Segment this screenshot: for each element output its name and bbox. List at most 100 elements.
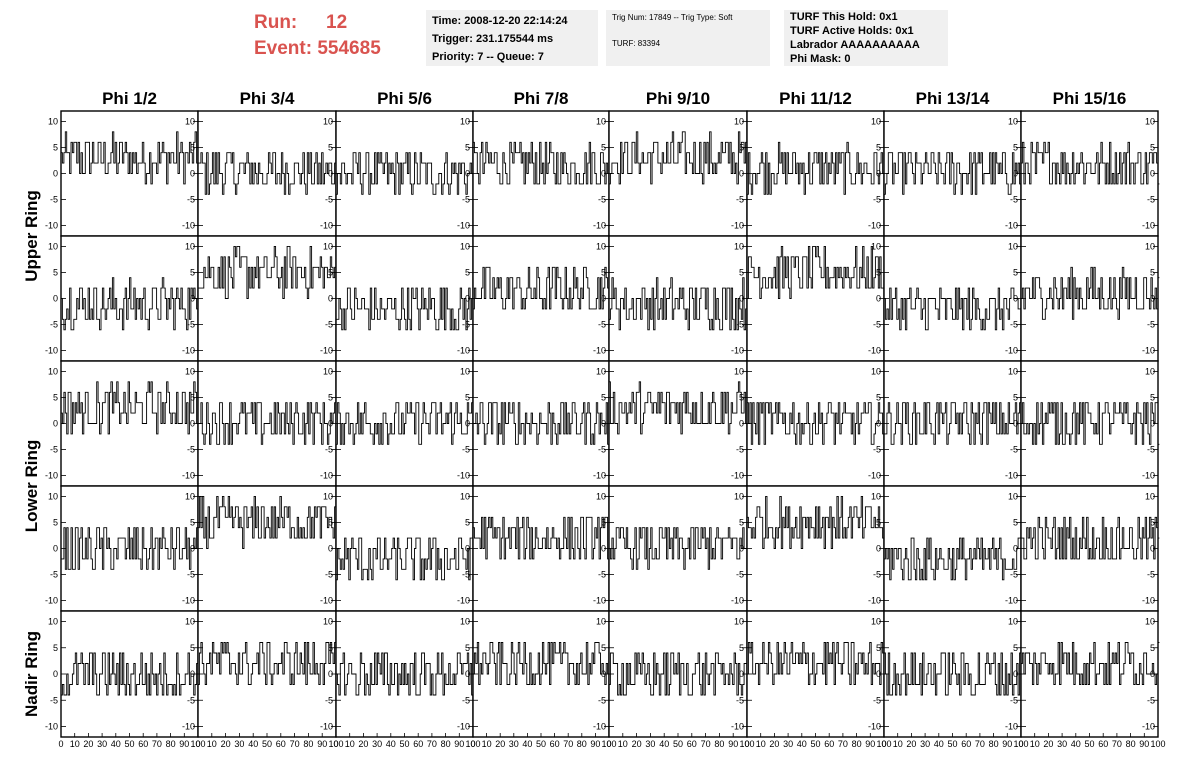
x-tick-label: 80 <box>166 739 176 749</box>
y-tick-label: 5 <box>1150 142 1155 152</box>
y-tick-label: -10 <box>320 471 333 481</box>
time-info-box: Time: 2008-12-20 22:14:24 Trigger: 231.1… <box>426 10 598 66</box>
y-tick-label: 10 <box>871 241 881 251</box>
panel-frame <box>197 485 337 612</box>
y-tick-label: 5 <box>601 643 606 653</box>
x-tick-label: 20 <box>83 739 93 749</box>
x-tick-label: 100 <box>876 739 891 749</box>
column-title: Phi 9/10 <box>646 89 710 108</box>
y-tick-label: -10 <box>320 346 333 356</box>
y-tick-label: 0 <box>876 294 881 304</box>
y-tick-label: -10 <box>320 221 333 231</box>
y-tick-label: 5 <box>190 392 195 402</box>
waveform-trace <box>61 652 200 696</box>
y-tick-label: -5 <box>50 320 58 330</box>
waveform-trace <box>198 495 338 549</box>
waveform-trace <box>473 141 611 185</box>
x-tick-label: 70 <box>975 739 985 749</box>
x-tick-label: 40 <box>111 739 121 749</box>
y-tick-label: -5 <box>1147 570 1155 580</box>
y-tick-label: -10 <box>457 221 470 231</box>
x-tick-label: 20 <box>495 739 505 749</box>
y-tick-label: -10 <box>182 722 195 732</box>
y-tick-label: -10 <box>182 471 195 481</box>
x-tick-label: 40 <box>934 739 944 749</box>
y-tick-label: 5 <box>1150 643 1155 653</box>
y-tick-label: 5 <box>465 267 470 277</box>
y-tick-label: 10 <box>1008 366 1018 376</box>
y-tick-label: -5 <box>462 445 470 455</box>
y-tick-label: 0 <box>53 294 58 304</box>
y-tick-label: 0 <box>465 669 470 679</box>
y-tick-label: -5 <box>598 445 606 455</box>
waveform-trace <box>1021 642 1160 685</box>
y-tick-label: 10 <box>323 617 333 627</box>
x-tick-label: 90 <box>179 739 189 749</box>
row-group-title: Upper Ring <box>22 190 41 282</box>
y-tick-label: 0 <box>1013 544 1018 554</box>
x-tick-label: 100 <box>328 739 343 749</box>
y-tick-label: -5 <box>1010 320 1018 330</box>
y-tick-label: -5 <box>325 445 333 455</box>
labrador-text: Labrador AAAAAAAAAA <box>790 39 920 51</box>
y-tick-label: 10 <box>48 366 58 376</box>
x-tick-label: 60 <box>138 739 148 749</box>
phi-mask-text: Phi Mask: 0 <box>790 53 851 65</box>
trig-info-box: Trig Num: 17849 -- Trig Type: Soft TURF:… <box>606 10 770 66</box>
waveform-trace <box>747 141 886 195</box>
y-tick-label: -5 <box>50 570 58 580</box>
y-tick-label: -10 <box>593 596 606 606</box>
y-tick-label: 0 <box>328 169 333 179</box>
y-tick-label: -10 <box>731 221 744 231</box>
y-tick-label: -10 <box>868 471 881 481</box>
y-tick-label: 5 <box>190 267 195 277</box>
x-tick-label: 70 <box>152 739 162 749</box>
y-tick-label: 5 <box>1013 267 1018 277</box>
y-tick-label: -10 <box>45 596 58 606</box>
y-tick-label: 0 <box>876 544 881 554</box>
panel-frame <box>1020 110 1159 237</box>
time-text: Time: 2008-12-20 22:14:24 <box>432 15 568 27</box>
y-tick-label: -10 <box>868 346 881 356</box>
x-tick-label: 20 <box>1043 739 1053 749</box>
x-tick-label: 30 <box>783 739 793 749</box>
y-tick-label: -5 <box>736 695 744 705</box>
y-tick-label: 10 <box>871 366 881 376</box>
y-tick-label: 5 <box>1013 517 1018 527</box>
y-tick-label: 10 <box>48 116 58 126</box>
x-tick-label: 30 <box>645 739 655 749</box>
x-tick-label: 70 <box>838 739 848 749</box>
x-tick-label: 10 <box>70 739 80 749</box>
y-tick-label: -5 <box>873 445 881 455</box>
y-tick-label: -5 <box>873 570 881 580</box>
y-tick-label: -5 <box>598 695 606 705</box>
x-tick-label: 20 <box>906 739 916 749</box>
y-tick-label: 0 <box>1150 169 1155 179</box>
y-tick-label: -5 <box>1147 195 1155 205</box>
run-value: 12 <box>326 12 348 33</box>
row-group-title: Nadir Ring <box>22 631 41 717</box>
y-tick-label: 0 <box>190 169 195 179</box>
waveform-trace <box>336 402 475 445</box>
y-tick-label: -10 <box>182 596 195 606</box>
run-row: Run: 12 <box>254 10 381 36</box>
x-tick-label: 10 <box>893 739 903 749</box>
x-tick-label: 80 <box>577 739 587 749</box>
x-tick-label: 60 <box>687 739 697 749</box>
x-tick-label: 0 <box>195 739 200 749</box>
y-tick-label: 0 <box>876 669 881 679</box>
x-tick-label: 80 <box>989 739 999 749</box>
y-tick-label: -10 <box>1005 221 1018 231</box>
y-tick-label: -5 <box>325 320 333 330</box>
x-tick-label: 80 <box>303 739 313 749</box>
waveform-trace <box>609 381 749 435</box>
y-tick-label: -5 <box>598 570 606 580</box>
y-tick-label: -10 <box>457 471 470 481</box>
y-tick-label: 0 <box>739 169 744 179</box>
y-tick-label: -10 <box>182 346 195 356</box>
y-tick-label: 10 <box>48 241 58 251</box>
y-tick-label: 10 <box>596 116 606 126</box>
x-tick-label: 10 <box>618 739 628 749</box>
waveform-trace <box>747 245 886 299</box>
y-tick-label: -5 <box>1147 695 1155 705</box>
